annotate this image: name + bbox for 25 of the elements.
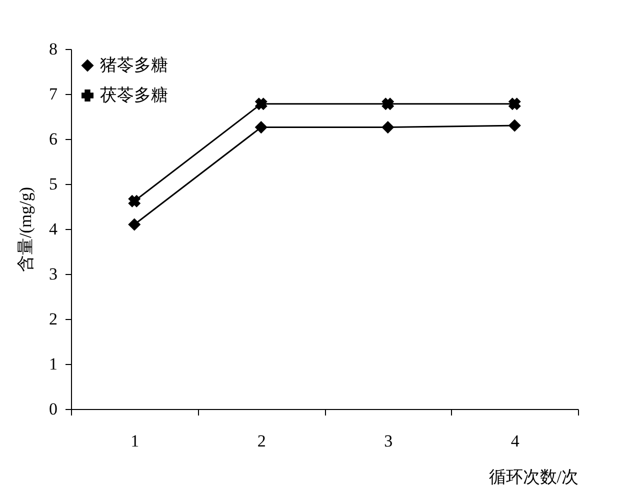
y-tick-label: 1 — [49, 354, 58, 374]
y-tick-label: 7 — [49, 84, 58, 104]
x-axis-title: 循环次数/次 — [488, 468, 578, 486]
y-tick-label: 3 — [49, 264, 58, 284]
x-tick-label: 3 — [384, 432, 393, 450]
point — [255, 98, 268, 110]
x-tick-label: 1 — [130, 432, 140, 450]
y-tick-label: 0 — [49, 400, 58, 418]
point — [382, 98, 394, 110]
y-axis-title: 含量/(mg/g) — [16, 187, 35, 272]
legend-label: 茯苓多糖 — [100, 86, 168, 104]
point — [382, 121, 394, 134]
y-tick-label: 2 — [49, 310, 58, 328]
point — [255, 121, 268, 134]
y-tick-label: 8 — [49, 40, 58, 58]
point — [508, 120, 521, 132]
point — [128, 218, 140, 230]
legend-label: 猪苓多糖 — [100, 56, 168, 74]
point — [508, 98, 521, 110]
y-tick-label: 6 — [49, 130, 58, 148]
y-tick-label: 5 — [49, 174, 58, 194]
point — [128, 195, 140, 208]
y-tick-label: 4 — [49, 220, 58, 238]
x-tick-label: 4 — [510, 432, 520, 450]
x-tick-label: 2 — [257, 432, 266, 450]
